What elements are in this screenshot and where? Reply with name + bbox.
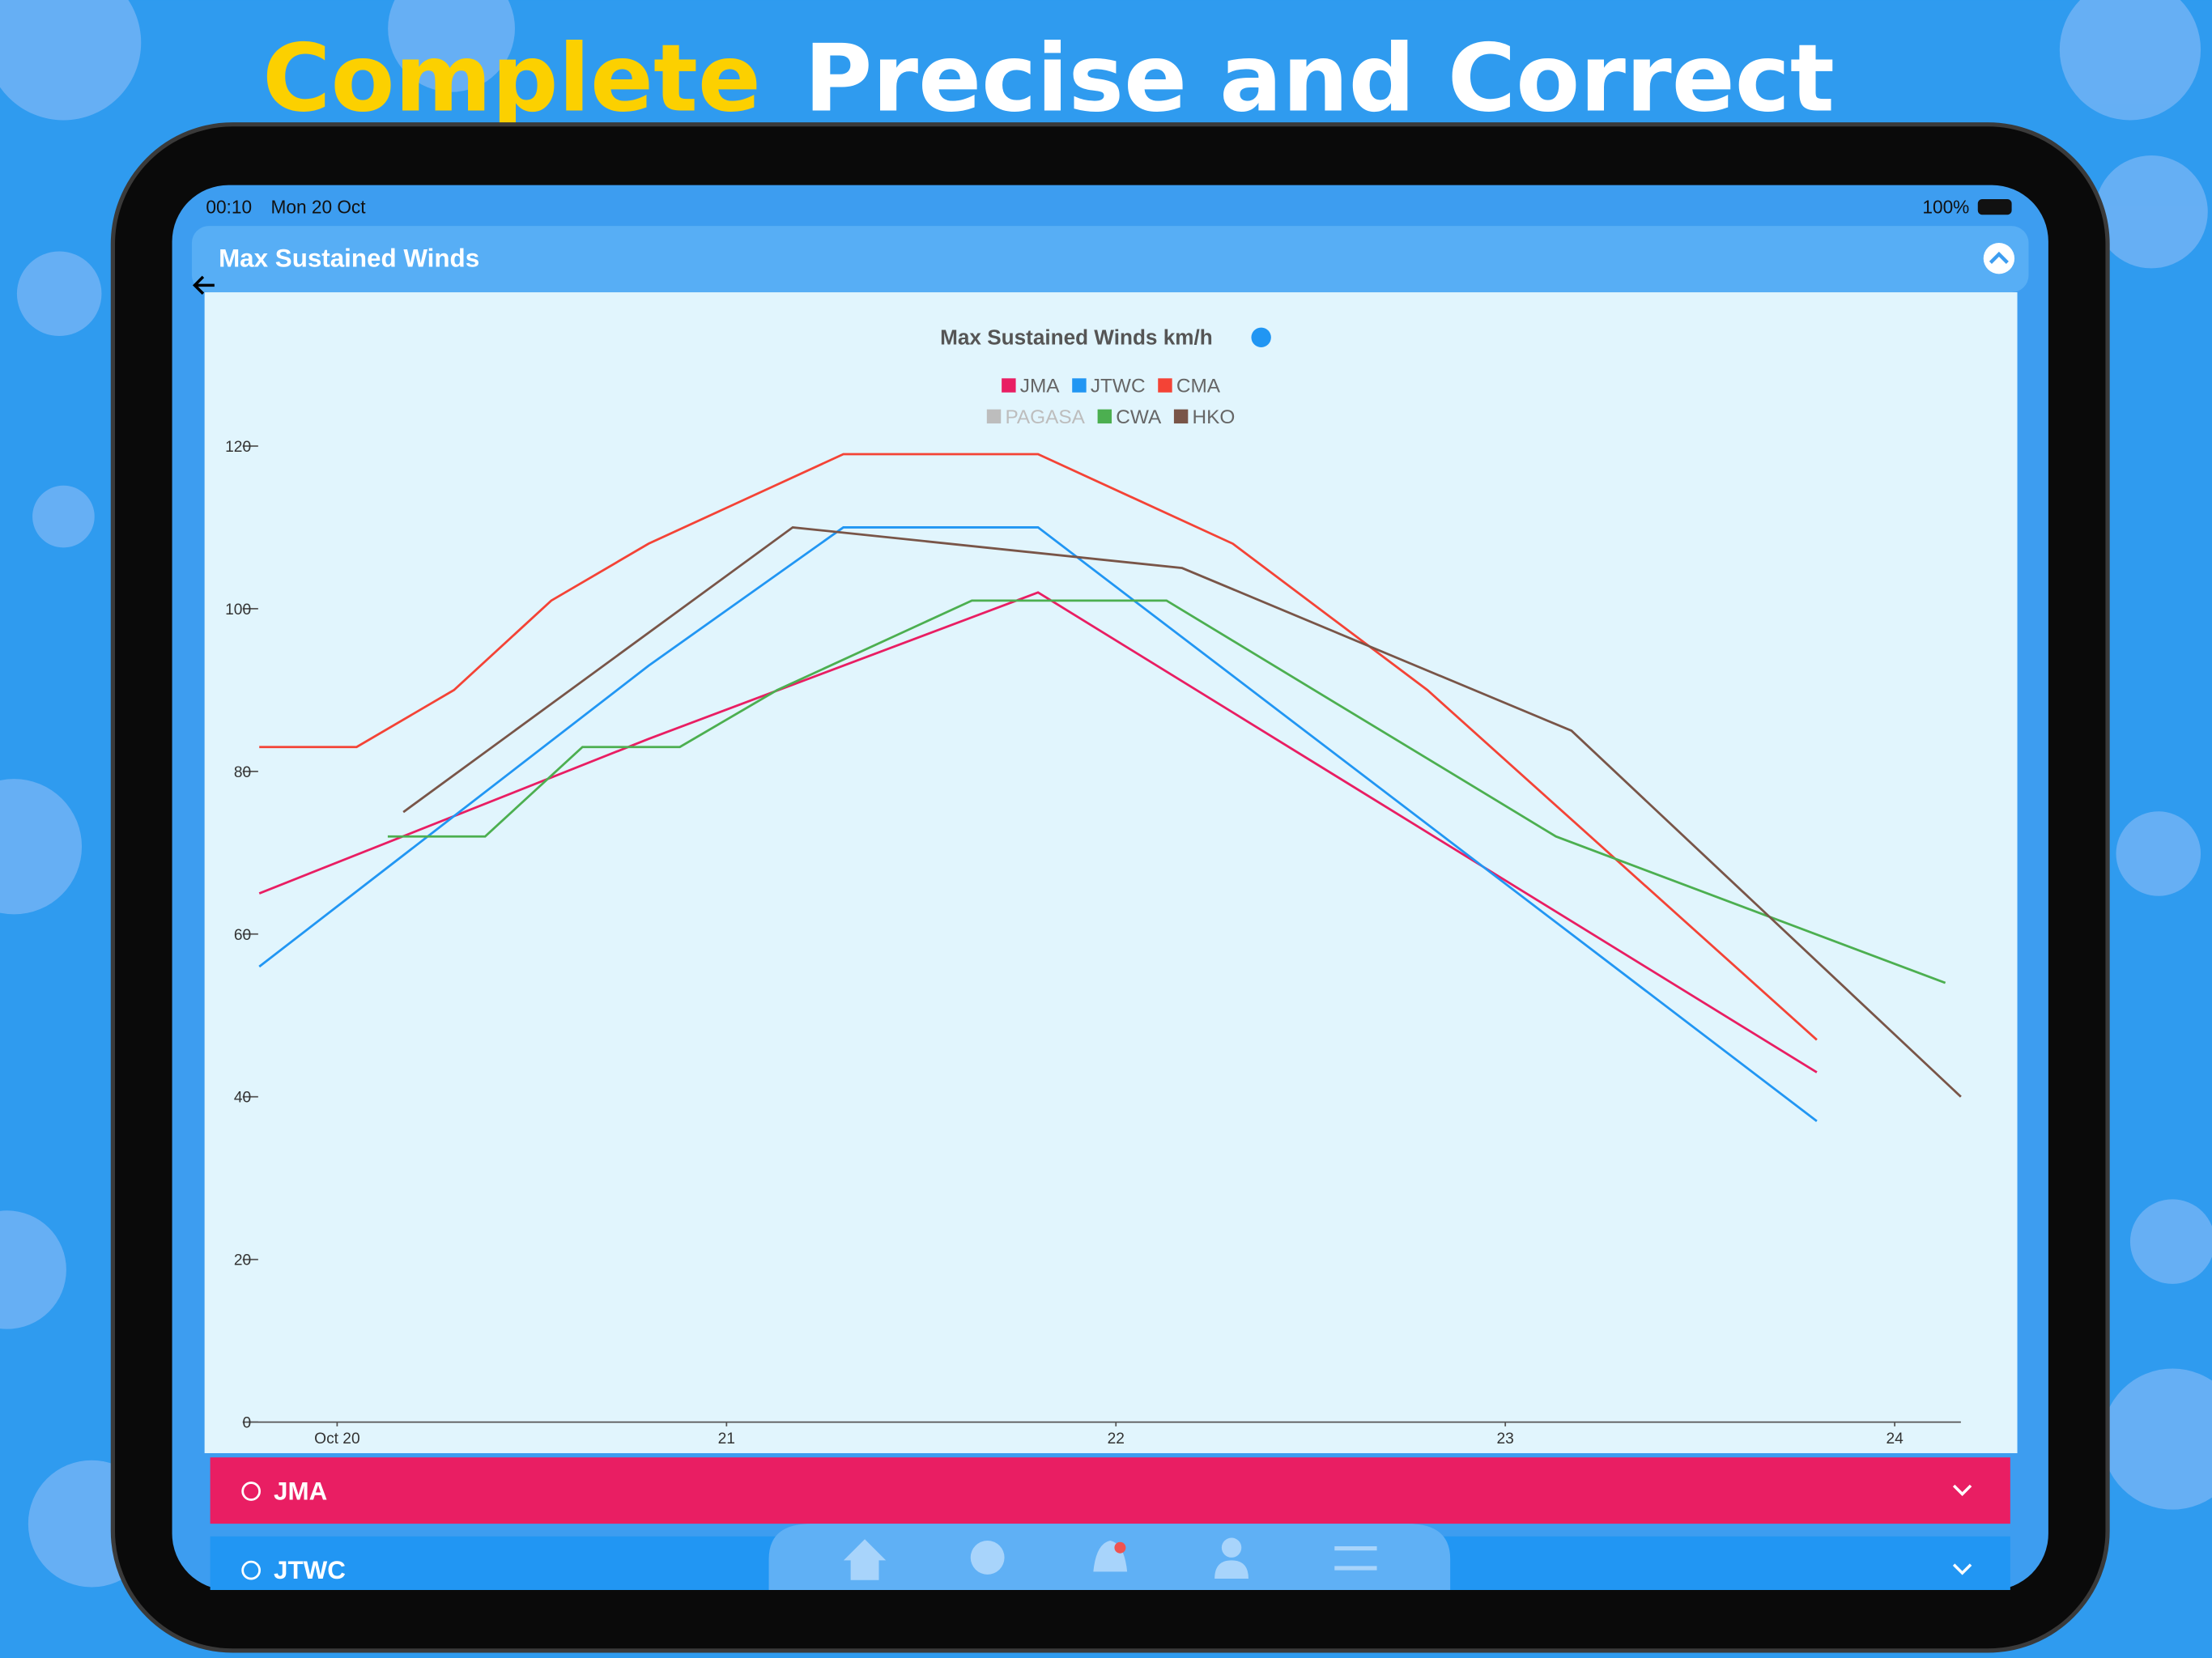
tab-storm[interactable]: [970, 1541, 1005, 1575]
tab-icons: [843, 1537, 1377, 1580]
tab-settings[interactable]: [1334, 1545, 1377, 1551]
tab-settings-bar: [1334, 1566, 1377, 1571]
collapse-button[interactable]: [1983, 243, 2015, 274]
legend-swatch: [1158, 378, 1172, 393]
series-line: [387, 599, 1946, 984]
chart-title: Max Sustained Winds km/h: [940, 325, 1213, 350]
x-tick-label: Oct 20: [314, 1431, 359, 1448]
panel-title: JMA: [274, 1477, 327, 1505]
header-bar: [191, 226, 2029, 293]
y-tick-label: 100: [225, 602, 251, 619]
x-tick-label: 21: [718, 1431, 735, 1448]
chart-panel: [204, 292, 2018, 1453]
x-tick-label: 22: [1108, 1431, 1125, 1448]
tab-profile-body: [1214, 1560, 1249, 1579]
y-tick-label: 60: [234, 927, 251, 944]
expand-icon: [1952, 1563, 1972, 1575]
gauge-icon: [241, 1482, 261, 1501]
banner-highlight: Complete: [262, 24, 761, 133]
legend-swatch: [1097, 409, 1112, 424]
plot: 0 20 40 60 80 100 120 Oct 20 21 22 23 24 JMA JTWC CMA P…: [225, 376, 1962, 1448]
status-date: Mon 20 Oct: [271, 196, 367, 217]
legend-swatch: [1173, 409, 1189, 424]
series-line: [259, 453, 1818, 1041]
legend-label: JTWC: [1091, 376, 1146, 397]
x-tick-label: 24: [1886, 1431, 1904, 1448]
x-tick-label: 23: [1497, 1431, 1514, 1448]
y-tick-label: 20: [234, 1252, 251, 1269]
info-button[interactable]: [1251, 327, 1271, 347]
legend-swatch: [1002, 378, 1016, 393]
y-tick-label: 120: [225, 439, 251, 456]
gauge-icon: [241, 1560, 261, 1580]
collapse-icon: [1989, 251, 2009, 264]
battery-icon: [1977, 199, 2012, 215]
jma-panel[interactable]: [210, 1457, 2010, 1524]
header-title: Max Sustained Winds: [219, 244, 479, 273]
status-time: 00:10: [206, 196, 252, 217]
legend-label: PAGASA: [1005, 406, 1085, 428]
series-line: [258, 526, 1818, 1123]
status-battery: 100%: [1922, 196, 1969, 217]
expand-icon: [1952, 1484, 1972, 1496]
panel-title: JTWC: [274, 1556, 346, 1584]
legend-swatch: [986, 409, 1002, 424]
legend-label: CMA: [1176, 376, 1221, 397]
alert-badge: [1114, 1541, 1126, 1554]
y-tick-label: 80: [234, 764, 251, 781]
legend-label: HKO: [1193, 406, 1236, 428]
series-line: [402, 525, 1962, 1098]
tab-home[interactable]: [843, 1539, 887, 1580]
legend-label: CWA: [1116, 406, 1162, 428]
back-button[interactable]: [192, 275, 215, 295]
banner-title: Precise and Correct: [804, 24, 1835, 133]
legend-swatch: [1072, 378, 1087, 393]
y-tick-label: 0: [242, 1415, 251, 1432]
legend-label: JMA: [1020, 376, 1060, 397]
tab-profile[interactable]: [1221, 1537, 1242, 1558]
y-tick-label: 40: [234, 1090, 251, 1107]
